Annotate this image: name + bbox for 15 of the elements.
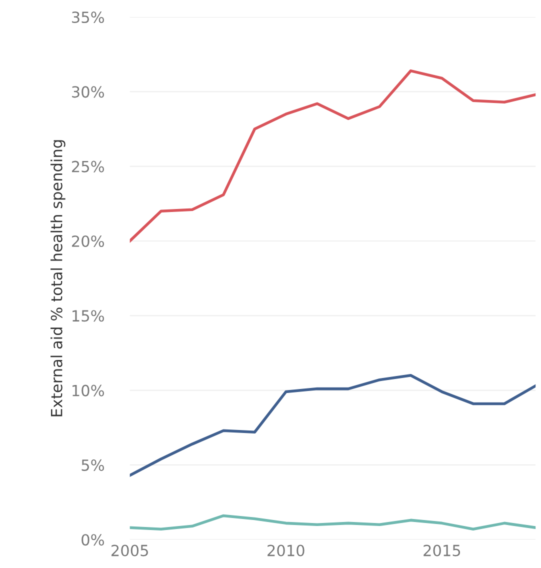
y-tick-label: 0% xyxy=(82,534,104,546)
x-tick-label: 2005 xyxy=(112,544,148,556)
x-tick-label: 2015 xyxy=(424,544,460,556)
y-tick-label: 5% xyxy=(82,459,104,471)
y-tick-label: 20% xyxy=(72,235,104,248)
line-series xyxy=(130,374,536,477)
x-tick-label: 2010 xyxy=(268,544,304,556)
y-tick-label: 35% xyxy=(72,12,104,24)
y-tick-label: 15% xyxy=(72,310,104,322)
y-tick-label: 10% xyxy=(72,384,104,396)
y-tick-label: 30% xyxy=(72,86,104,98)
line-series xyxy=(130,69,536,242)
line-series xyxy=(130,514,536,531)
y-tick-label: 25% xyxy=(72,160,104,172)
y-axis-title: External aid % total health spending xyxy=(50,140,66,416)
